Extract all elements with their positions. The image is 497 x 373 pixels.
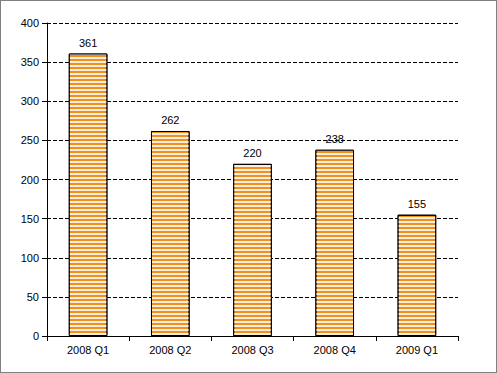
svg-text:2008 Q4: 2008 Q4: [314, 344, 356, 356]
svg-text:238: 238: [326, 133, 344, 145]
svg-text:0: 0: [33, 330, 39, 342]
svg-text:400: 400: [21, 17, 39, 29]
svg-text:2008 Q2: 2008 Q2: [149, 344, 191, 356]
svg-text:250: 250: [21, 134, 39, 146]
svg-text:50: 50: [27, 291, 39, 303]
svg-text:361: 361: [79, 37, 97, 49]
svg-text:100: 100: [21, 252, 39, 264]
svg-text:300: 300: [21, 95, 39, 107]
svg-text:2008 Q1: 2008 Q1: [67, 344, 109, 356]
svg-text:200: 200: [21, 174, 39, 186]
svg-text:2009 Q1: 2009 Q1: [396, 344, 438, 356]
svg-text:150: 150: [21, 213, 39, 225]
svg-text:220: 220: [243, 147, 261, 159]
svg-text:2008 Q3: 2008 Q3: [231, 344, 273, 356]
svg-text:262: 262: [161, 114, 179, 126]
svg-text:155: 155: [408, 198, 426, 210]
svg-text:350: 350: [21, 56, 39, 68]
